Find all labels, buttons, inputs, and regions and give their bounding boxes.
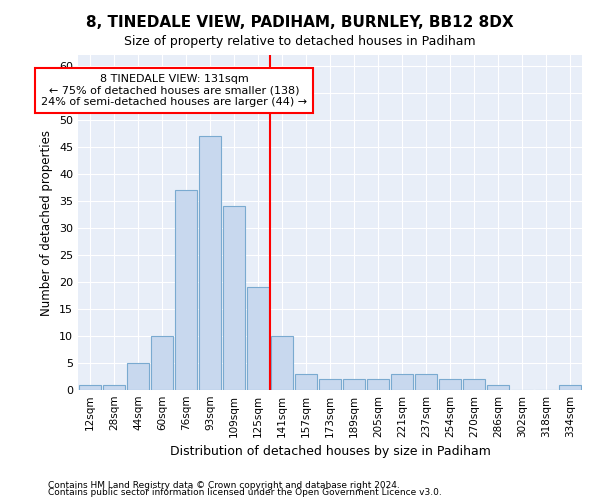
- Bar: [103, 384, 125, 390]
- Bar: [247, 288, 269, 390]
- Bar: [127, 363, 149, 390]
- Bar: [559, 384, 581, 390]
- X-axis label: Distribution of detached houses by size in Padiham: Distribution of detached houses by size …: [170, 446, 490, 458]
- Text: Contains public sector information licensed under the Open Government Licence v3: Contains public sector information licen…: [48, 488, 442, 497]
- Bar: [319, 379, 341, 390]
- Bar: [439, 379, 461, 390]
- Bar: [463, 379, 485, 390]
- Bar: [175, 190, 197, 390]
- Bar: [295, 374, 317, 390]
- Bar: [79, 384, 101, 390]
- Bar: [367, 379, 389, 390]
- Bar: [343, 379, 365, 390]
- Bar: [199, 136, 221, 390]
- Bar: [151, 336, 173, 390]
- Text: Size of property relative to detached houses in Padiham: Size of property relative to detached ho…: [124, 35, 476, 48]
- Text: 8 TINEDALE VIEW: 131sqm
← 75% of detached houses are smaller (138)
24% of semi-d: 8 TINEDALE VIEW: 131sqm ← 75% of detache…: [41, 74, 307, 107]
- Bar: [487, 384, 509, 390]
- Bar: [271, 336, 293, 390]
- Bar: [391, 374, 413, 390]
- Text: Contains HM Land Registry data © Crown copyright and database right 2024.: Contains HM Land Registry data © Crown c…: [48, 480, 400, 490]
- Bar: [223, 206, 245, 390]
- Y-axis label: Number of detached properties: Number of detached properties: [40, 130, 53, 316]
- Text: 8, TINEDALE VIEW, PADIHAM, BURNLEY, BB12 8DX: 8, TINEDALE VIEW, PADIHAM, BURNLEY, BB12…: [86, 15, 514, 30]
- Bar: [415, 374, 437, 390]
